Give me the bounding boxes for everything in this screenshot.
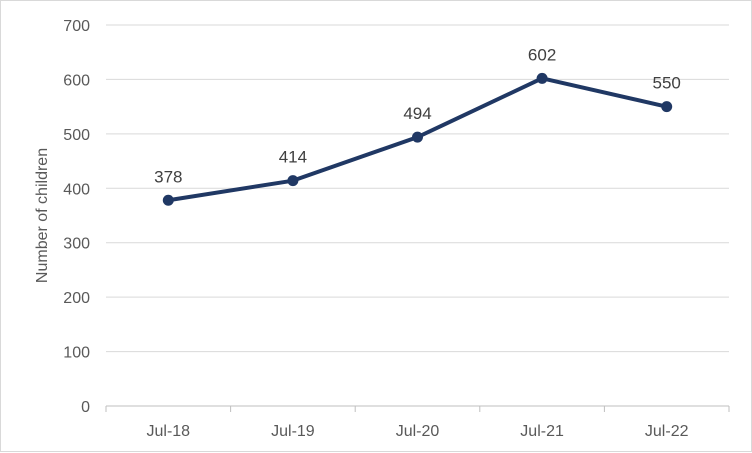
series [162,72,673,206]
data-label: 494 [403,104,431,123]
data-point [661,101,673,113]
y-tick-label: 400 [63,181,90,198]
y-tick-labels: 0 100 200 300 400 500 600 700 [63,18,90,416]
data-label: 602 [528,45,556,64]
x-tick-label: Jul-19 [271,423,315,440]
data-point [536,72,548,84]
x-tick-label: Jul-21 [520,423,564,440]
gridlines [106,24,729,353]
axes [105,405,730,412]
x-tick-label: Jul-22 [645,423,689,440]
data-label: 550 [653,74,681,93]
y-tick-label: 200 [63,290,90,307]
data-label: 378 [154,167,182,186]
data-point [412,131,423,143]
data-point [162,194,174,206]
x-tick-labels: Jul-18 Jul-19 Jul-20 Jul-21 Jul-22 [147,423,689,440]
data-label: 414 [279,148,307,167]
y-tick-label: 500 [63,127,90,144]
y-axis-title: Number of children [34,148,51,283]
y-tick-label: 600 [63,72,90,89]
y-tick-label: 0 [81,399,90,416]
data-labels: 378 414 494 602 550 [154,45,681,186]
y-tick-label: 700 [63,18,90,35]
x-tick-label: Jul-20 [396,423,440,440]
y-tick-label: 100 [63,345,90,362]
y-tick-label: 300 [63,236,90,253]
x-tick-label: Jul-18 [147,423,191,440]
data-point [287,175,299,187]
